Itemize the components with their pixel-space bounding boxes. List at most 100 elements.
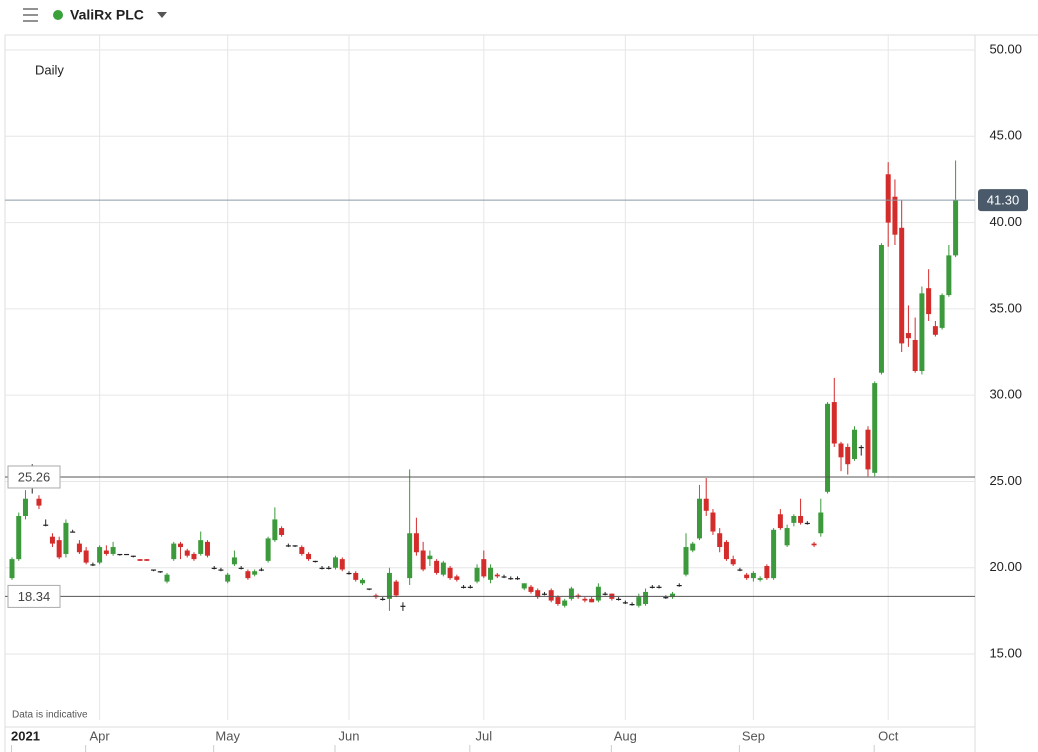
candle-body xyxy=(852,429,857,460)
candle-body xyxy=(333,557,339,568)
candle-body xyxy=(16,515,22,560)
candle-body xyxy=(602,593,608,595)
candle-body xyxy=(56,540,62,558)
candle-body xyxy=(683,547,689,575)
candle-body xyxy=(70,531,76,533)
candle-body xyxy=(919,293,925,372)
candle-body xyxy=(939,295,945,328)
candle-body xyxy=(238,567,244,569)
candle-body xyxy=(757,578,763,580)
candle-body xyxy=(535,590,541,598)
candle-body xyxy=(279,528,285,535)
candle-body xyxy=(231,557,237,565)
candle-body xyxy=(501,576,507,578)
candle-body xyxy=(272,519,278,541)
interval-label: Daily xyxy=(35,62,64,77)
candle-body xyxy=(413,533,419,553)
candle-body xyxy=(811,543,817,546)
candle-body xyxy=(319,567,325,569)
candle-body xyxy=(130,555,136,557)
candle-body xyxy=(90,564,96,566)
candle-body xyxy=(878,245,884,373)
candle-body xyxy=(905,333,911,339)
candle-body xyxy=(555,597,561,605)
candle-body xyxy=(865,429,871,470)
menu-button[interactable] xyxy=(23,8,38,22)
dropdown-caret[interactable] xyxy=(157,12,167,18)
candle-body xyxy=(312,560,318,563)
candle-body xyxy=(252,571,258,575)
level-label-box xyxy=(7,584,61,608)
candle-body xyxy=(663,597,669,599)
y-tick-label: 45.00 xyxy=(989,128,1022,143)
candle-body xyxy=(488,567,494,580)
instrument-name[interactable]: ValiRx PLC xyxy=(70,7,144,23)
candle-body xyxy=(771,529,777,579)
candle-body xyxy=(245,571,251,579)
candle-body xyxy=(9,559,15,579)
candle-body xyxy=(777,514,783,529)
candle-body xyxy=(481,559,487,577)
candle-body xyxy=(730,559,736,565)
candle-body xyxy=(872,383,878,473)
candle-body xyxy=(562,600,568,606)
candle-body xyxy=(528,586,534,592)
candle-body xyxy=(912,339,918,372)
candle-body xyxy=(76,543,82,553)
candle-body xyxy=(225,574,231,582)
x-tick-label: Aug xyxy=(614,728,637,743)
candle-body xyxy=(400,605,406,607)
candle-body xyxy=(899,227,905,344)
candle-body xyxy=(97,547,103,563)
candle-body xyxy=(804,522,810,525)
candle-body xyxy=(151,569,157,571)
candle-body xyxy=(703,498,709,511)
candle-body xyxy=(656,586,662,588)
x-tick-label: Apr xyxy=(90,728,111,743)
candle-body xyxy=(467,586,473,588)
candle-body xyxy=(737,569,743,571)
candle-body xyxy=(744,574,750,579)
candle-body xyxy=(515,578,520,580)
candle-body xyxy=(353,572,359,580)
toolbar xyxy=(0,0,1038,35)
candle-body xyxy=(326,567,332,569)
candle-body xyxy=(541,593,547,595)
candle-body xyxy=(49,536,55,544)
candle-body xyxy=(393,581,399,596)
candle-body xyxy=(258,569,264,571)
x-tick-label: Jul xyxy=(475,728,492,743)
price-label-box xyxy=(978,189,1028,212)
candle-body xyxy=(265,538,271,561)
candle-body xyxy=(211,567,217,569)
y-tick-label: 20.00 xyxy=(989,559,1022,574)
candle-body xyxy=(953,200,959,256)
candle-body xyxy=(420,550,426,570)
candle-body xyxy=(164,574,170,582)
candle-body xyxy=(110,547,116,554)
candle-body xyxy=(818,512,824,534)
candle-body xyxy=(568,588,574,599)
candle-body xyxy=(454,576,460,580)
candle-body xyxy=(696,498,702,539)
candle-body xyxy=(440,562,446,575)
candle-body xyxy=(595,586,601,601)
candle-body xyxy=(191,553,197,560)
candle-body xyxy=(43,524,49,526)
footnote: Data is indicative xyxy=(12,710,88,721)
candle-body xyxy=(144,559,150,561)
candle-body xyxy=(157,571,163,573)
candle-body xyxy=(629,604,635,606)
level-label-box xyxy=(7,465,61,489)
candle-body xyxy=(339,559,345,570)
candle-body xyxy=(791,515,797,523)
x-tick-label: Sep xyxy=(742,728,765,743)
candle-body xyxy=(926,288,932,315)
grid xyxy=(5,35,975,720)
candle-body xyxy=(22,498,28,516)
candle-body xyxy=(306,553,312,560)
candle-body xyxy=(299,547,305,554)
candle-body xyxy=(117,553,123,556)
candle-body xyxy=(798,515,804,523)
candle-body xyxy=(461,586,467,588)
